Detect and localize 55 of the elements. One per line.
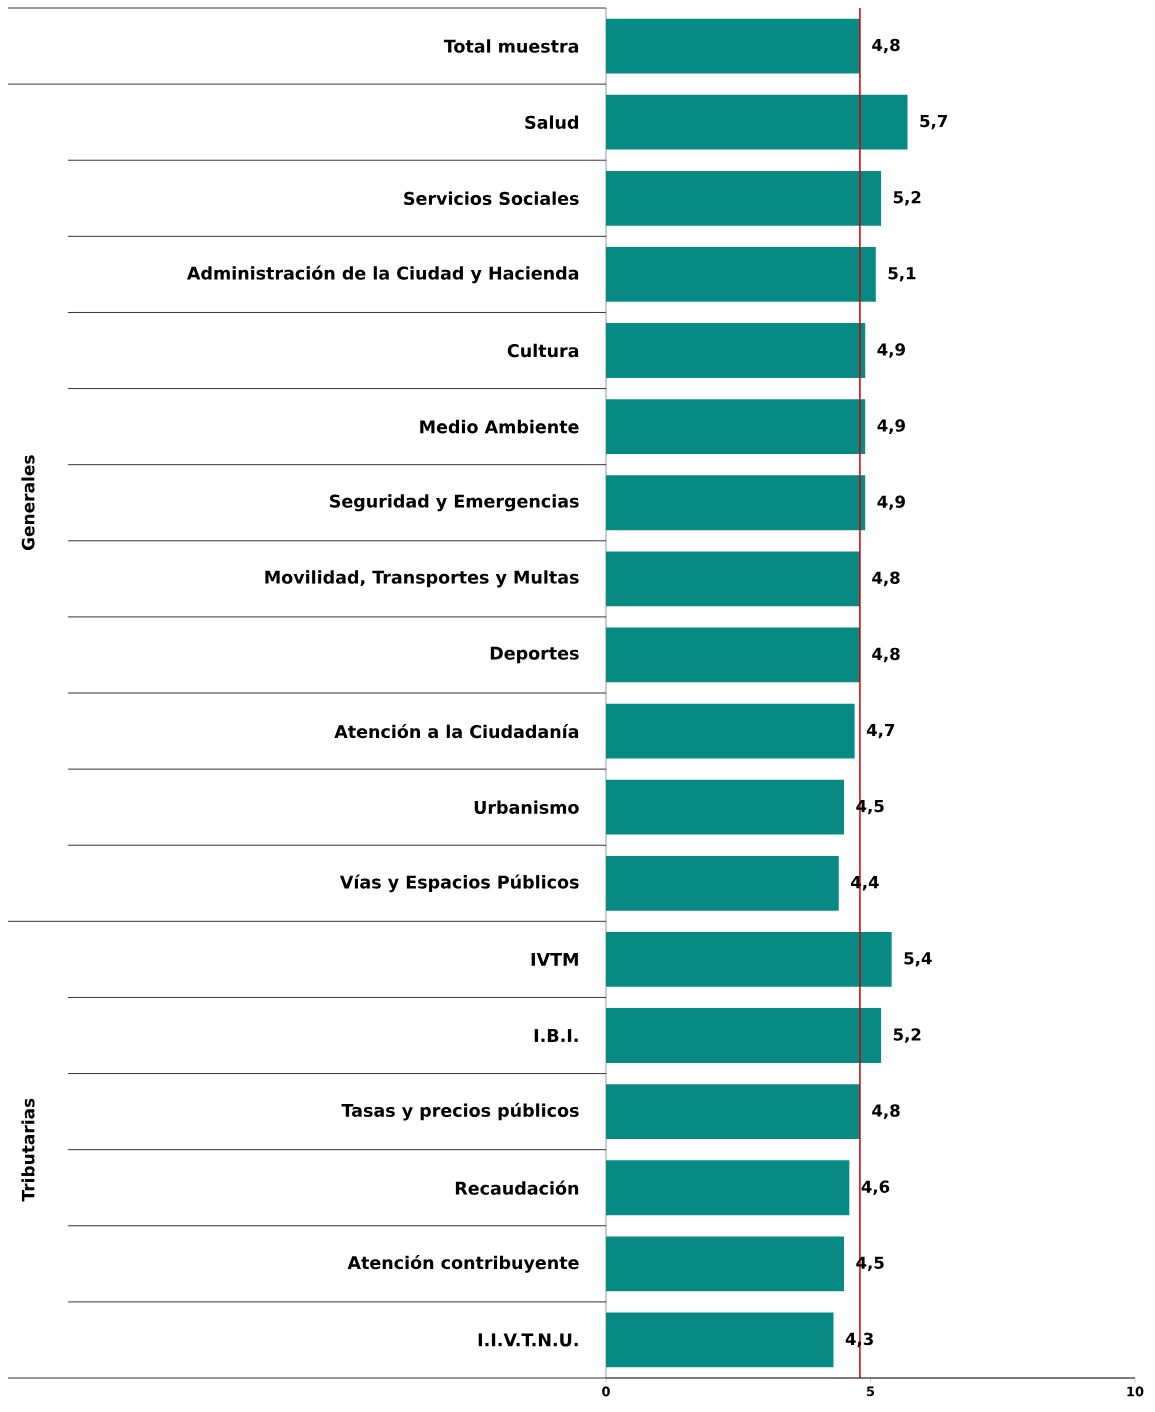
x-tick-label: 0	[602, 1386, 610, 1397]
data-label: 5,7	[920, 114, 947, 130]
bar	[605, 1312, 834, 1368]
y-tick-label: Recaudación	[455, 1180, 579, 1195]
y-tick-label: I.I.V.T.N.U.	[478, 1333, 578, 1347]
bar	[605, 475, 866, 531]
data-label: 4,8	[872, 647, 900, 663]
x-tick-label: 10	[1127, 1386, 1144, 1397]
y-tick-label: Cultura	[507, 343, 579, 358]
y-tick-label: Administración de la Ciudad y Hacienda	[186, 265, 579, 284]
y-tick-label: Atención contribuyente	[347, 1254, 579, 1273]
bar	[605, 703, 855, 759]
bar	[605, 932, 892, 987]
data-label: 4,8	[872, 571, 900, 587]
bar	[605, 1236, 845, 1292]
text: Generales	[21, 455, 35, 551]
y-tick-label: Atención a la Ciudadanía	[334, 723, 579, 739]
y-tick-label: Tasas y precios públicos	[341, 1102, 579, 1121]
data-label: 4,7	[866, 723, 895, 739]
data-label: 5,2	[893, 1028, 921, 1043]
bar	[605, 399, 866, 455]
bar	[605, 247, 876, 302]
y-tick-label: IVTM	[531, 953, 578, 966]
bar	[605, 551, 860, 607]
bar	[605, 855, 839, 911]
bar	[605, 18, 860, 74]
y-tick-label: Servicios Sociales	[404, 191, 579, 206]
bar	[605, 627, 860, 683]
data-label: 5,1	[888, 267, 916, 282]
y-tick-label: Urbanismo	[474, 800, 579, 814]
bar	[605, 1084, 860, 1140]
y-tick-label: Salud	[525, 115, 578, 129]
y-tick-label: I.B.I.	[534, 1029, 578, 1042]
data-label: 4,6	[861, 1180, 890, 1196]
data-label: 4,9	[877, 343, 905, 358]
data-label: 4,8	[872, 38, 900, 54]
data-label: 4,9	[877, 495, 905, 511]
bar	[605, 1160, 850, 1216]
data-label: 5,2	[893, 190, 921, 206]
y-tick-label: Total muestra	[443, 39, 579, 53]
bar	[605, 170, 882, 226]
bar	[605, 323, 866, 378]
x-tick-label: 5	[866, 1386, 875, 1397]
y-tick-label: Vías y Espacios Públicos	[339, 874, 579, 893]
bar	[605, 779, 845, 835]
bar	[605, 1008, 882, 1063]
y-tick-label: Seguridad y Emergencias	[330, 494, 579, 512]
data-label: 4,8	[872, 1104, 900, 1119]
bar	[605, 94, 908, 150]
y-tick-label: Deportes	[490, 646, 579, 664]
text: Tributarias	[21, 1098, 35, 1202]
data-label: 4,9	[877, 419, 905, 434]
y-tick-label: Movilidad, Transportes y Multas	[265, 570, 579, 588]
data-label: 5,4	[904, 952, 932, 967]
y-tick-label: Medio Ambiente	[420, 419, 579, 434]
